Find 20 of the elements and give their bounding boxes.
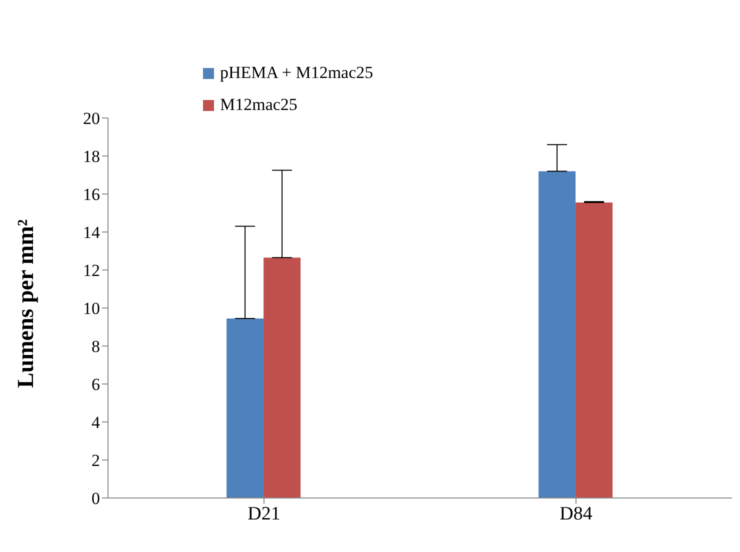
y-tick-label: 20 [83, 109, 100, 128]
y-tick-label: 10 [83, 299, 100, 318]
x-tick-label: D21 [248, 503, 280, 524]
y-tick-label: 18 [83, 147, 100, 166]
bar [264, 258, 301, 498]
y-tick-label: 8 [92, 337, 100, 356]
legend-label: pHEMA + M12mac25 [220, 63, 374, 83]
y-tick-label: 6 [92, 375, 100, 394]
legend-label: M12mac25 [220, 95, 298, 115]
bar [576, 202, 613, 498]
y-tick-label: 12 [83, 261, 100, 280]
y-axis-title: Lumens per mm² [13, 219, 38, 388]
y-tick-label: 16 [83, 185, 100, 204]
bar [538, 171, 576, 498]
y-tick-label: 2 [92, 451, 100, 470]
bar [226, 318, 264, 498]
y-tick-label: 14 [83, 223, 100, 242]
y-tick-label: 4 [92, 413, 100, 432]
x-tick-label: D84 [560, 503, 593, 524]
y-tick-label: 0 [92, 489, 100, 508]
